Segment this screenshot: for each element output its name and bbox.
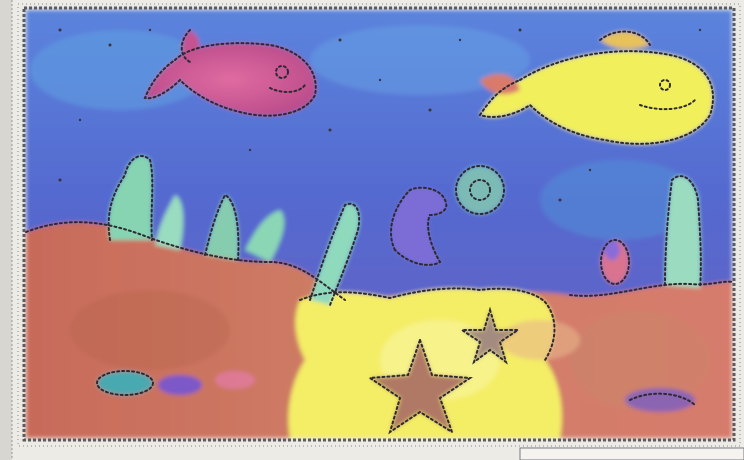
seahorse [390, 187, 447, 265]
seaweed-right [665, 176, 701, 288]
drawing-frame [22, 6, 736, 442]
seaweed-center-left [205, 195, 239, 260]
seaweed-left [108, 155, 153, 240]
specks [58, 28, 702, 202]
seaweed-center [310, 203, 360, 305]
yellow-fish [480, 51, 714, 144]
starfish-large [370, 340, 470, 432]
small-fish-bottom-left [97, 371, 153, 395]
starfish-small [462, 310, 518, 362]
drawing-outlines [25, 29, 733, 435]
